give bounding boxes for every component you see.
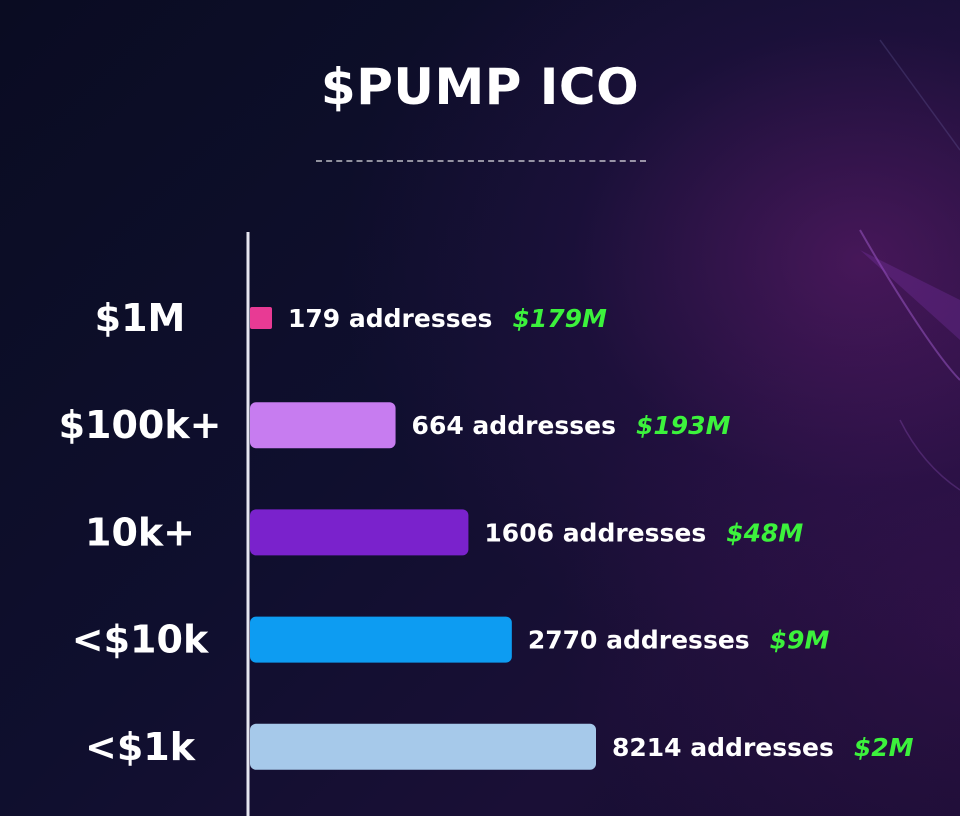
bar-value-label: 2770 addresses — [528, 626, 750, 655]
category-label: 10k+ — [85, 510, 195, 554]
bar — [250, 723, 596, 770]
category-label: $1M — [95, 296, 186, 340]
bar-amount-label: $179M — [512, 304, 607, 333]
category-label: <$10k — [72, 618, 209, 662]
category-label: $100k+ — [59, 403, 222, 447]
bar — [250, 616, 512, 663]
bar — [250, 307, 272, 329]
title-divider — [316, 160, 646, 162]
bar-value-label: 664 addresses — [412, 411, 616, 440]
bar-amount-label: $48M — [726, 518, 803, 547]
chart-title: $PUMP ICO — [320, 58, 640, 116]
bar-value-label: 179 addresses — [288, 304, 492, 333]
bar-amount-label: $2M — [854, 733, 914, 762]
bar-value-label: 8214 addresses — [612, 733, 834, 762]
bar-value-label: 1606 addresses — [484, 518, 706, 547]
category-label: <$1k — [85, 725, 196, 769]
bar — [250, 402, 396, 449]
bar-amount-label: $9M — [770, 626, 830, 655]
bar-amount-label: $193M — [636, 411, 731, 440]
bar — [250, 509, 469, 556]
